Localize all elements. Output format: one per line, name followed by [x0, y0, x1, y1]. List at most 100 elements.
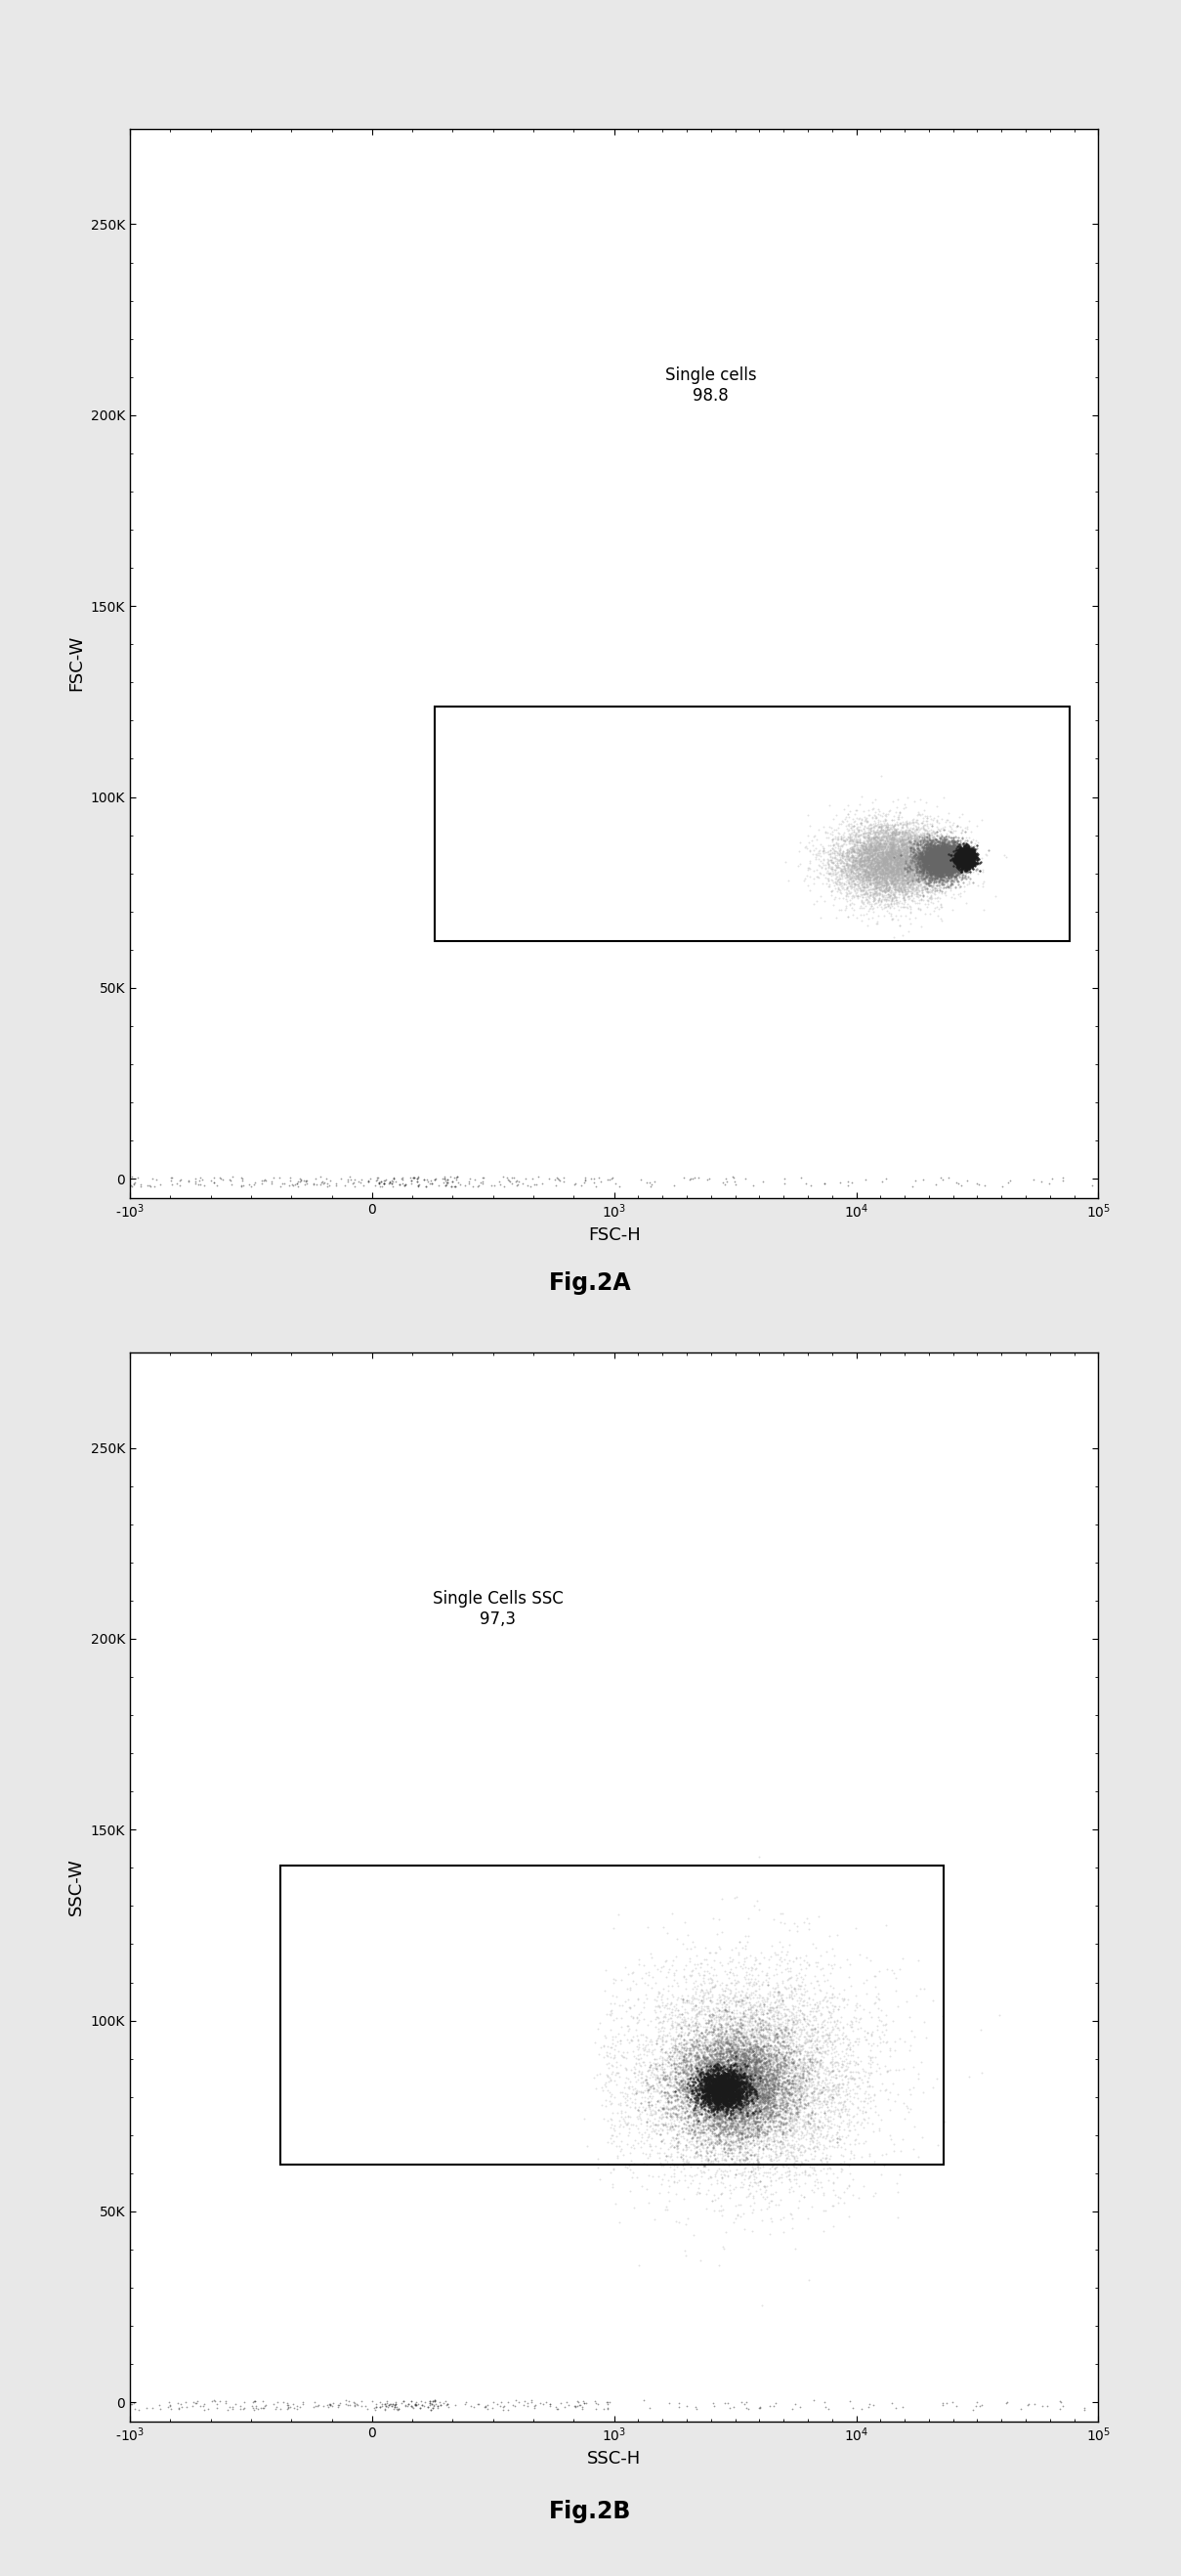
Point [711, 2079, 730, 2120]
Point [735, 2076, 753, 2117]
Point [938, 827, 957, 868]
Point [843, 850, 862, 891]
Point [887, 863, 906, 904]
Point [840, 2043, 859, 2084]
Point [719, 2097, 738, 2138]
Point [844, 2138, 863, 2179]
Point [875, 842, 894, 884]
Point [720, 2079, 739, 2120]
Point [903, 860, 922, 902]
Point [622, 2020, 641, 2061]
Point [722, 2053, 740, 2094]
Point [873, 853, 892, 894]
Point [404, 1157, 423, 1198]
Point [950, 845, 968, 886]
Point [921, 835, 940, 876]
Point [705, 2099, 724, 2141]
Point [729, 2045, 748, 2087]
Point [700, 2099, 719, 2141]
Point [731, 2079, 750, 2120]
Point [719, 1989, 738, 2030]
Point [877, 840, 896, 881]
Point [911, 858, 929, 899]
Point [725, 2032, 744, 2074]
Point [696, 1999, 715, 2040]
Point [915, 848, 934, 889]
Point [703, 2061, 722, 2102]
Point [933, 845, 952, 886]
Point [932, 829, 951, 871]
Point [879, 837, 898, 878]
Point [900, 842, 919, 884]
Point [678, 2084, 697, 2125]
Point [673, 1986, 692, 2027]
Point [883, 850, 902, 891]
Point [718, 2069, 737, 2110]
Point [916, 842, 935, 884]
Point [898, 853, 916, 894]
Point [831, 824, 850, 866]
Point [700, 2027, 719, 2069]
Point [893, 855, 912, 896]
Point [736, 2027, 755, 2069]
Point [874, 848, 893, 889]
Point [873, 866, 892, 907]
Point [751, 2097, 770, 2138]
Point [955, 837, 974, 878]
Point [791, 2099, 810, 2141]
Point [830, 2092, 849, 2133]
Point [736, 2040, 755, 2081]
Point [957, 840, 976, 881]
Point [694, 2084, 713, 2125]
Point [892, 814, 911, 855]
Point [689, 2050, 707, 2092]
Point [951, 837, 970, 878]
Point [866, 827, 885, 868]
Point [801, 2053, 820, 2094]
Point [902, 835, 921, 876]
Point [840, 2056, 859, 2097]
Point [827, 2014, 846, 2056]
Point [703, 2053, 722, 2094]
Point [755, 2069, 774, 2110]
Point [722, 2084, 740, 2125]
Point [749, 2074, 768, 2115]
Point [947, 850, 966, 891]
Point [921, 829, 940, 871]
Point [732, 2053, 751, 2094]
Point [746, 2071, 765, 2112]
Point [965, 842, 984, 884]
Point [899, 863, 918, 904]
Point [716, 2074, 735, 2115]
Point [740, 1999, 759, 2040]
Point [723, 2076, 742, 2117]
Point [952, 835, 971, 876]
Point [663, 2156, 681, 2197]
Point [689, 1991, 707, 2032]
Point [957, 829, 976, 871]
Point [692, 2022, 711, 2063]
Point [945, 842, 964, 884]
Point [735, 2138, 753, 2179]
Point [942, 829, 961, 871]
Point [698, 2020, 717, 2061]
Point [953, 837, 972, 878]
Point [707, 2076, 726, 2117]
Point [756, 2154, 775, 2195]
Point [896, 848, 915, 889]
Point [715, 2066, 733, 2107]
Point [698, 2002, 717, 2043]
Point [746, 2025, 765, 2066]
Point [700, 2061, 719, 2102]
Point [843, 853, 862, 894]
Point [757, 2071, 776, 2112]
Point [960, 837, 979, 878]
Point [771, 2105, 790, 2146]
Point [833, 1978, 852, 2020]
Point [743, 2069, 762, 2110]
Point [950, 835, 968, 876]
Point [699, 2053, 718, 2094]
Point [879, 804, 898, 845]
Point [954, 835, 973, 876]
Point [929, 827, 948, 868]
